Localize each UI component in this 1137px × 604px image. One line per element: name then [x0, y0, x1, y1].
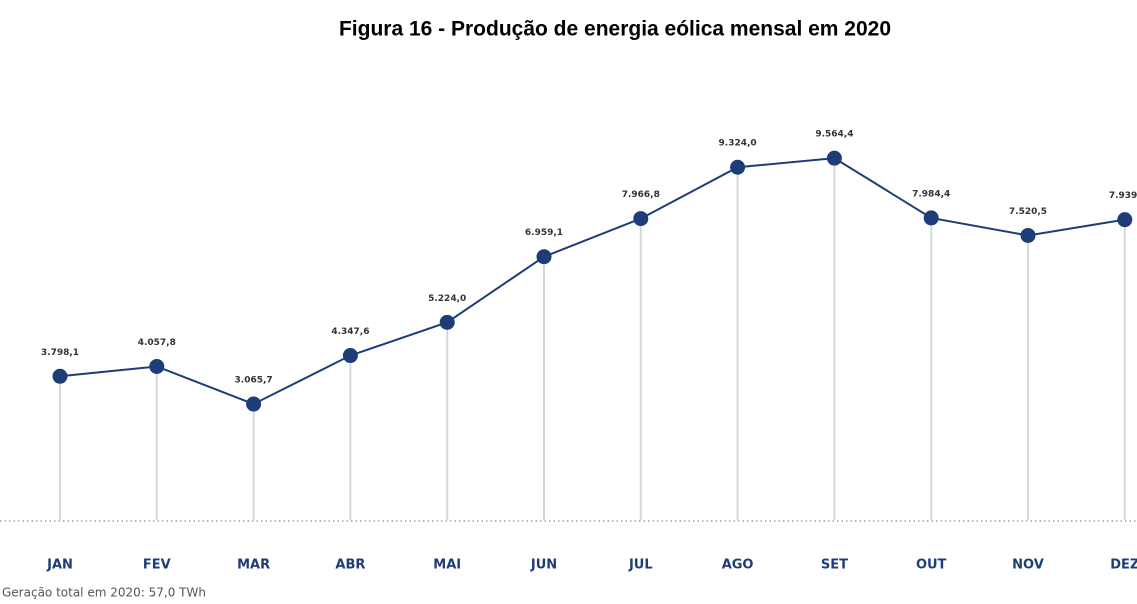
data-label: 6.959,1	[525, 228, 563, 238]
point	[246, 396, 262, 412]
point	[149, 358, 165, 374]
data-label: 5.224,0	[428, 294, 466, 304]
data-label: 3.798,1	[41, 348, 79, 358]
data-label: 7.939,	[1109, 191, 1137, 201]
data-label: 7.966,8	[622, 190, 660, 200]
point	[52, 368, 68, 384]
x-tick-label: JUN	[530, 558, 557, 573]
x-tick-label: MAI	[433, 558, 461, 573]
x-tick-label: NOV	[1012, 558, 1044, 573]
x-tick-label: SET	[821, 558, 848, 573]
data-label: 9.564,4	[815, 130, 853, 140]
data-label: 3.065,7	[235, 376, 273, 386]
data-label: 4.057,8	[138, 338, 176, 348]
x-tick-label: JAN	[46, 558, 73, 573]
data-label: 9.324,0	[719, 139, 757, 149]
x-tick-label: DEZ	[1110, 558, 1137, 573]
note: Geração total em 2020: 57,0 TWh	[2, 586, 206, 600]
x-tick-label: AGO	[722, 558, 754, 573]
series-line	[59, 157, 1125, 406]
point	[633, 211, 649, 227]
chart-title: Figura 16 - Produção de energia eólica m…	[339, 18, 891, 41]
point	[342, 348, 358, 364]
point	[439, 314, 455, 330]
data-label: 7.520,5	[1009, 207, 1047, 217]
point	[826, 150, 842, 166]
x-tick-label: ABR	[335, 558, 365, 573]
point	[1020, 227, 1036, 243]
x-tick-label: OUT	[916, 558, 947, 573]
x-tick-label: MAR	[237, 558, 270, 573]
data-label: 7.984,4	[912, 189, 950, 199]
x-tick-label: FEV	[143, 558, 171, 573]
point	[536, 249, 552, 265]
x-tick-label: JUL	[628, 558, 653, 573]
data-label: 4.347,6	[331, 327, 369, 337]
point	[730, 159, 746, 175]
point	[1117, 212, 1133, 228]
point	[923, 210, 939, 226]
